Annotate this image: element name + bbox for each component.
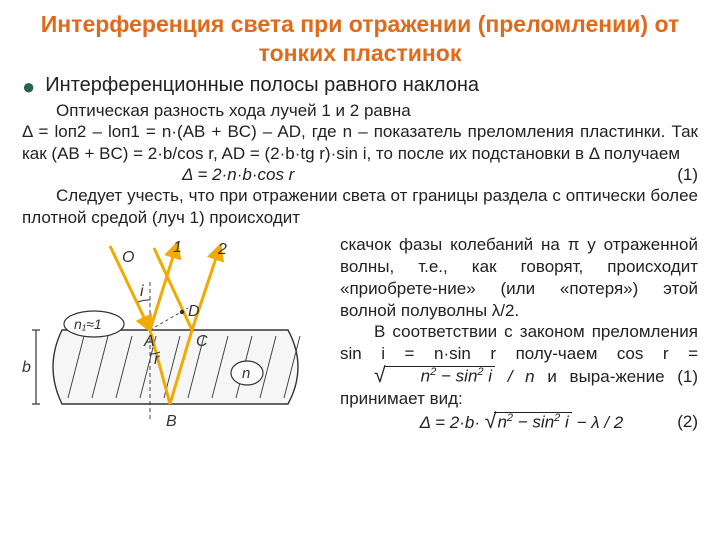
equation-1-number: (1) — [677, 165, 698, 185]
text: Δ = lоп2 – lоп1 = n·(AB + BC) – AD, где … — [22, 122, 698, 163]
svg-text:r: r — [154, 351, 160, 368]
svg-text:1: 1 — [173, 239, 182, 256]
bullet-icon: ● — [22, 76, 35, 98]
svg-text:O: O — [122, 249, 134, 266]
equation-2-number: (2) — [677, 412, 698, 432]
text: / n — [495, 367, 535, 386]
svg-text:n: n — [242, 365, 250, 382]
svg-text:A: A — [143, 333, 155, 350]
svg-text:2: 2 — [217, 241, 227, 258]
text: В соответствии с законом преломления sin… — [340, 322, 698, 363]
svg-text:i: i — [140, 283, 144, 300]
line-delta-expand: Δ = lоп2 – lоп1 = n·(AB + BC) – AD, где … — [22, 121, 698, 165]
page-title: Интерференция света при отражении (прело… — [22, 10, 698, 68]
eq2-pre: 2·b· — [450, 413, 480, 432]
equation-1-row: Δ = 2·n·b·cos r (1) — [22, 165, 698, 185]
svg-text:C: C — [196, 333, 208, 350]
right-para-1: скачок фазы колебаний на π у отраженной … — [340, 234, 698, 321]
equation-1: Δ = 2·n·b·cos r — [182, 165, 294, 185]
svg-text:n₁≈1: n₁≈1 — [74, 316, 102, 332]
eq2-rhs: − λ / 2 — [577, 413, 624, 432]
equation-2-row: Δ = 2·b· √ n2 − sin2 i − λ / 2 (2) — [340, 411, 698, 433]
svg-text:b: b — [22, 359, 31, 376]
subtitle: Интерференционные полосы равного наклона — [45, 74, 479, 97]
svg-text:D: D — [188, 303, 200, 320]
svg-text:B: B — [166, 413, 177, 430]
line-phase-jump-intro: Следует учесть, что при отражении света … — [22, 185, 698, 229]
sqrt-expr-2: √ n2 − sin2 i — [485, 411, 572, 432]
line-optpath: Оптическая разность хода лучей 1 и 2 рав… — [22, 100, 698, 122]
right-para-2: В соответствии с законом преломления sin… — [340, 321, 698, 409]
sqrt-expr-1: √ n2 − sin2 i — [340, 365, 495, 386]
thin-film-diagram: b n₁≈1 n O 1 2 i D A Cr B — [22, 234, 322, 449]
eq2-lhs: Δ = — [420, 413, 445, 432]
